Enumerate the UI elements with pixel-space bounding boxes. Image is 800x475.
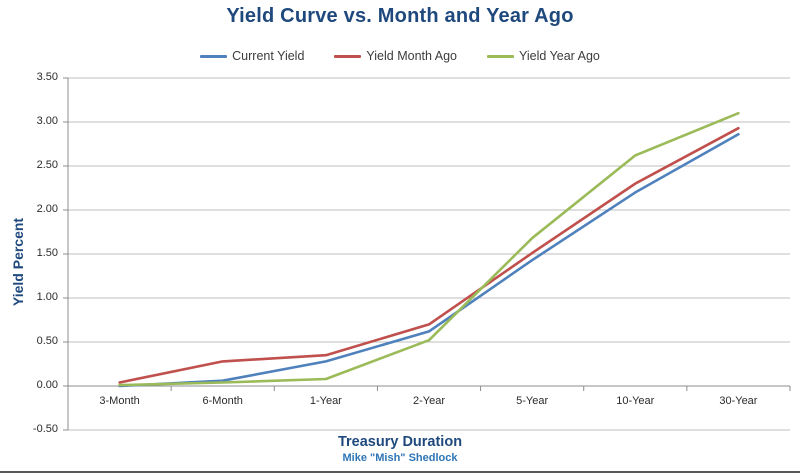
legend-item-yield-month-ago: Yield Month Ago	[334, 49, 457, 63]
line-swatch-icon	[334, 54, 362, 58]
x-axis-title: Treasury Duration	[337, 434, 463, 450]
x-axis-category-label: 1-Year	[309, 395, 342, 407]
x-axis-category-label: 3-Month	[99, 395, 140, 407]
byline: Mike "Mish" Shedlock	[342, 452, 458, 464]
x-axis-category-label: 30-Year	[719, 395, 758, 407]
x-axis-category-label: 10-Year	[616, 395, 655, 407]
series-line-current-yield	[118, 133, 740, 388]
y-axis-tick-label: 1.50	[36, 247, 58, 259]
y-axis-tick-label: 2.00	[36, 203, 58, 215]
bottom-edge-divider	[0, 471, 800, 473]
series-line-yield-year-ago	[118, 111, 740, 387]
y-axis-tick-label: 1.00	[36, 291, 58, 303]
line-swatch-icon	[486, 54, 514, 58]
y-axis-tick-label: -0.50	[32, 423, 58, 435]
y-axis-tick-label: 3.50	[36, 71, 58, 83]
series-line-yield-month-ago	[118, 126, 740, 384]
legend: Current Yield Yield Month Ago Yield Year…	[0, 49, 800, 63]
legend-label: Yield Year Ago	[518, 49, 600, 63]
x-axis-category-label: 2-Year	[412, 395, 445, 407]
legend-label: Yield Month Ago	[366, 49, 457, 63]
legend-item-current-yield: Current Yield	[200, 49, 304, 63]
y-axis-tick-label: 0.50	[36, 335, 58, 347]
y-axis-tick-label: 3.00	[36, 115, 58, 127]
y-axis-tick-label: 0.00	[36, 379, 58, 391]
x-axis-category-label: 6-Month	[202, 395, 243, 407]
legend-item-yield-year-ago: Yield Year Ago	[486, 49, 600, 63]
line-swatch-icon	[200, 54, 228, 58]
x-axis-category-label: 5-Year	[516, 395, 549, 407]
y-axis-tick-label: 2.50	[36, 159, 58, 171]
chart-title: Yield Curve vs. Month and Year Ago	[226, 5, 574, 27]
legend-label: Current Yield	[232, 49, 305, 63]
